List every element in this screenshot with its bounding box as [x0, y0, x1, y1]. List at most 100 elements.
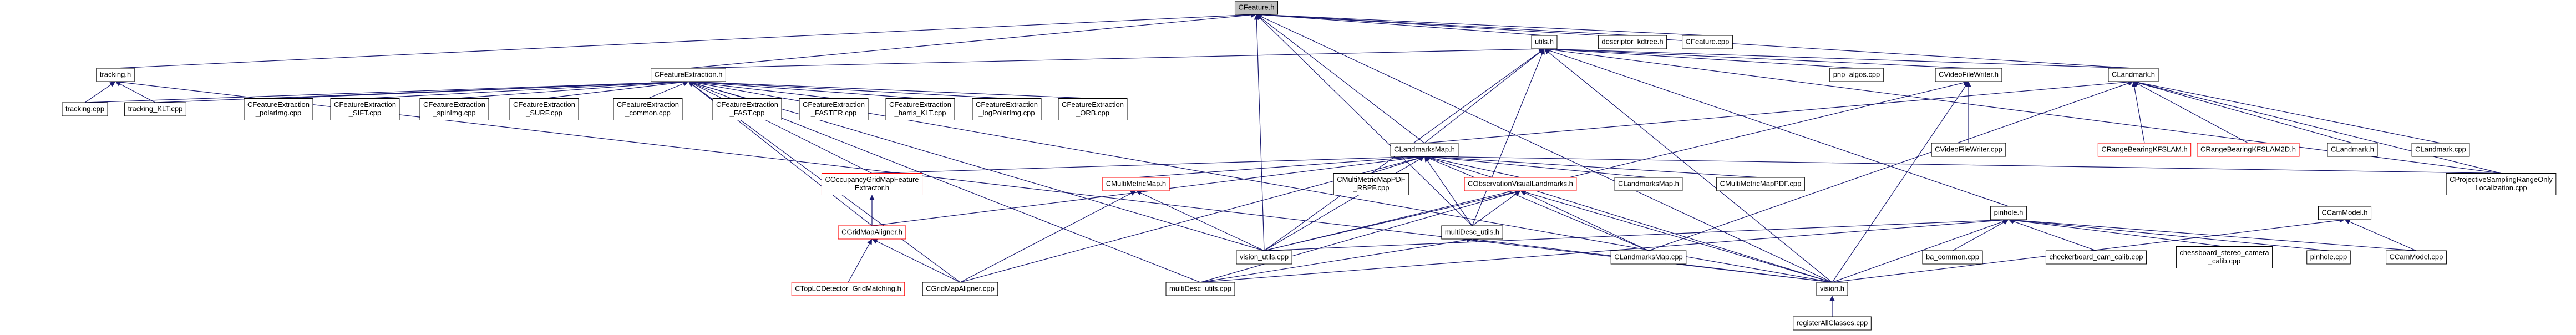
node-box	[124, 102, 186, 116]
node-label: CMultiMetricMap.h	[1106, 179, 1166, 187]
file-node[interactable]: registerAllClasses.cpp	[1793, 316, 1872, 331]
file-node[interactable]: CProjectiveSamplingRangeOnlyLocalization…	[2446, 173, 2557, 195]
file-node[interactable]: CGridMapAligner.h	[838, 225, 906, 240]
file-node[interactable]: CFeatureExtraction_common.cpp	[613, 98, 683, 120]
file-node[interactable]: CFeatureExtraction_spinImg.cpp	[419, 98, 489, 120]
file-node[interactable]: pinhole.h	[1990, 206, 2027, 220]
node-label: _ORB.cpp	[1076, 109, 1109, 117]
file-node[interactable]: multiDesc_utils.cpp	[1165, 282, 1235, 296]
node-box	[1935, 68, 2002, 82]
file-node[interactable]: CFeature.h	[1234, 1, 1279, 15]
include-edge	[2008, 217, 2417, 251]
node-box	[2176, 246, 2273, 268]
node-box	[2411, 143, 2470, 157]
file-node[interactable]: CLandmark.cpp	[2411, 143, 2470, 157]
include-edge	[688, 79, 1007, 99]
file-node[interactable]: tracking.cpp	[62, 102, 108, 116]
file-node[interactable]: checkerboard_cam_calib.cpp	[2045, 250, 2147, 265]
file-node[interactable]: CTopLCDetector_GridMatching.h	[791, 282, 905, 296]
node-label: CMultiMetricMapPDF	[1337, 175, 1406, 184]
include-edge	[115, 81, 156, 103]
file-node[interactable]: utils.h	[1531, 35, 1558, 49]
file-node[interactable]: CFeatureExtraction_polarImg.cpp	[244, 98, 313, 120]
file-node[interactable]: CCamModel.cpp	[2386, 250, 2447, 265]
file-node[interactable]: CFeatureExtraction_logPolarImg.cpp	[972, 98, 1042, 120]
file-node[interactable]: CFeatureExtraction_FASTER.cpp	[799, 98, 869, 120]
file-node[interactable]: CVideoFileWriter.cpp	[1931, 143, 2006, 157]
file-node[interactable]: CVideoFileWriter.h	[1935, 68, 2002, 82]
file-node[interactable]: CLandmark.h	[2327, 143, 2378, 157]
node-label: CRangeBearingKFSLAM.h	[2101, 145, 2187, 153]
file-node[interactable]: chessboard_stereo_camera_calib.cpp	[2176, 246, 2273, 268]
include-edge	[1264, 217, 2009, 251]
file-node[interactable]: CFeatureExtraction_harris_KLT.cpp	[885, 98, 955, 120]
file-node[interactable]: CRangeBearingKFSLAM2D.h	[2197, 143, 2300, 157]
file-node[interactable]: CCamModel.h	[2318, 206, 2372, 220]
node-label: CLandmark.cpp	[2415, 145, 2466, 153]
node-box	[1236, 250, 1292, 265]
include-edge	[1472, 48, 1545, 226]
node-box	[613, 98, 683, 120]
file-node[interactable]: CLandmarksMap.h	[1614, 177, 1683, 191]
include-edge	[1544, 48, 1833, 283]
file-node[interactable]: tracking.h	[96, 68, 135, 82]
node-box	[1931, 143, 2006, 157]
node-box	[1165, 282, 1235, 296]
node-box	[2386, 250, 2447, 265]
file-node[interactable]: CFeatureExtraction_ORB.cpp	[1058, 98, 1128, 120]
file-node[interactable]: vision.h	[1816, 282, 1848, 296]
file-node[interactable]: tracking_KLT.cpp	[124, 102, 186, 116]
node-label: CFeatureExtraction	[889, 100, 951, 109]
include-edge	[688, 81, 873, 174]
include-edge	[688, 79, 1093, 99]
node-label: CFeatureExtraction	[617, 100, 679, 109]
file-node[interactable]: vision_utils.cpp	[1236, 250, 1292, 265]
include-edge	[2133, 80, 2441, 144]
file-node[interactable]: CLandmark.h	[2108, 68, 2159, 82]
node-box	[821, 173, 923, 195]
node-label: Extractor.h	[855, 184, 889, 192]
file-node[interactable]: CFeatureExtraction_SURF.cpp	[509, 98, 579, 120]
node-label: CFeatureExtraction	[334, 100, 396, 109]
file-node[interactable]: CFeature.cpp	[1682, 35, 1733, 49]
node-label: _logPolarImg.cpp	[978, 109, 1035, 117]
node-label: descriptor_kdtree.h	[1601, 37, 1663, 45]
include-edge	[2131, 81, 2145, 144]
node-label: _calib.cpp	[2208, 257, 2241, 265]
node-label: CLandmarksMap.h	[1394, 145, 1455, 153]
node-label: CFeatureExtraction	[803, 100, 865, 109]
include-edge	[1424, 154, 1761, 178]
node-label: _SURF.cpp	[525, 109, 562, 117]
node-label: CRangeBearingKFSLAM2D.h	[2200, 145, 2296, 153]
file-node[interactable]: CMultiMetricMap.h	[1102, 177, 1170, 191]
node-box	[1598, 35, 1667, 49]
file-node[interactable]: CMultiMetricMapPDF.cpp	[1716, 177, 1805, 191]
node-box	[244, 98, 313, 120]
node-label: CFeatureExtraction.h	[655, 70, 723, 78]
node-box	[885, 98, 955, 120]
node-label: chessboard_stereo_camera	[2179, 248, 2269, 257]
node-label: _SIFT.cpp	[348, 109, 382, 117]
file-node[interactable]: descriptor_kdtree.h	[1598, 35, 1667, 49]
node-label: Localization.cpp	[2475, 184, 2527, 192]
include-edge	[115, 12, 1257, 69]
file-node[interactable]: ba_common.cpp	[1922, 250, 1983, 265]
file-node[interactable]: CFeatureExtraction_FAST.cpp	[712, 98, 782, 120]
node-label: tracking.cpp	[65, 104, 104, 113]
file-node[interactable]: CRangeBearingKFSLAM.h	[2097, 143, 2192, 157]
file-node[interactable]: CGridMapAligner.cpp	[922, 282, 998, 296]
node-label: pinhole.h	[1994, 208, 2024, 216]
include-edge	[2133, 81, 2249, 144]
edges	[84, 12, 2502, 317]
node-box	[509, 98, 579, 120]
file-node[interactable]: pinhole.cpp	[2306, 250, 2351, 265]
file-node[interactable]: multiDesc_utils.h	[1441, 225, 1503, 240]
file-node[interactable]: CFeatureExtraction.h	[651, 68, 726, 82]
file-node[interactable]: CLandmarksMap.cpp	[1610, 250, 1687, 265]
file-node[interactable]: CLandmarksMap.h	[1390, 143, 1459, 157]
file-node[interactable]: CFeatureExtraction_SIFT.cpp	[330, 98, 400, 120]
file-node[interactable]: CMultiMetricMapPDF_RBPF.cpp	[1333, 173, 1409, 195]
file-node[interactable]: CObservationVisualLandmarks.h	[1464, 177, 1577, 191]
file-node[interactable]: pnp_algos.cpp	[1829, 68, 1884, 82]
